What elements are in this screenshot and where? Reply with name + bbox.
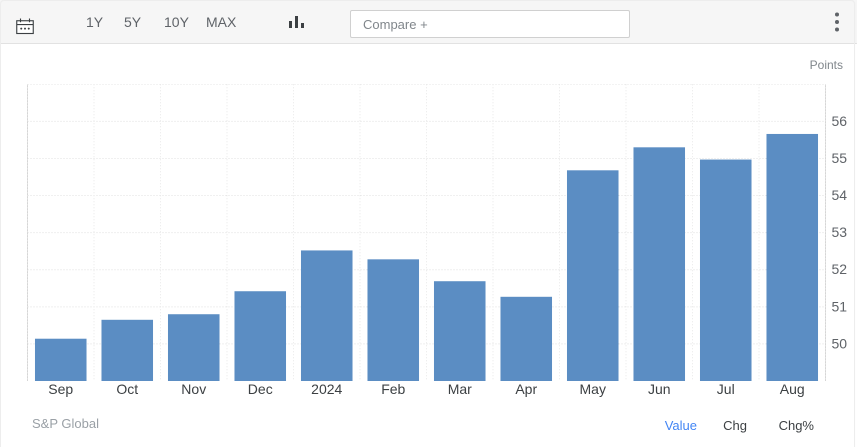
svg-text:Jul: Jul — [717, 381, 735, 397]
svg-text:Aug: Aug — [780, 381, 805, 397]
svg-text:56: 56 — [832, 113, 848, 129]
svg-text:Oct: Oct — [116, 381, 138, 397]
svg-text:53: 53 — [832, 224, 848, 240]
svg-text:54: 54 — [832, 187, 848, 203]
svg-text:50: 50 — [832, 335, 848, 351]
svg-text:Apr: Apr — [515, 381, 537, 397]
svg-text:2024: 2024 — [311, 381, 342, 397]
svg-text:Jun: Jun — [648, 381, 671, 397]
svg-text:Sep: Sep — [48, 381, 73, 397]
svg-text:Mar: Mar — [448, 381, 472, 397]
svg-text:Feb: Feb — [381, 381, 405, 397]
svg-text:Nov: Nov — [181, 381, 206, 397]
svg-text:51: 51 — [832, 298, 848, 314]
svg-text:55: 55 — [832, 150, 848, 166]
svg-text:Dec: Dec — [248, 381, 273, 397]
svg-text:May: May — [580, 381, 606, 397]
svg-text:52: 52 — [832, 261, 848, 277]
